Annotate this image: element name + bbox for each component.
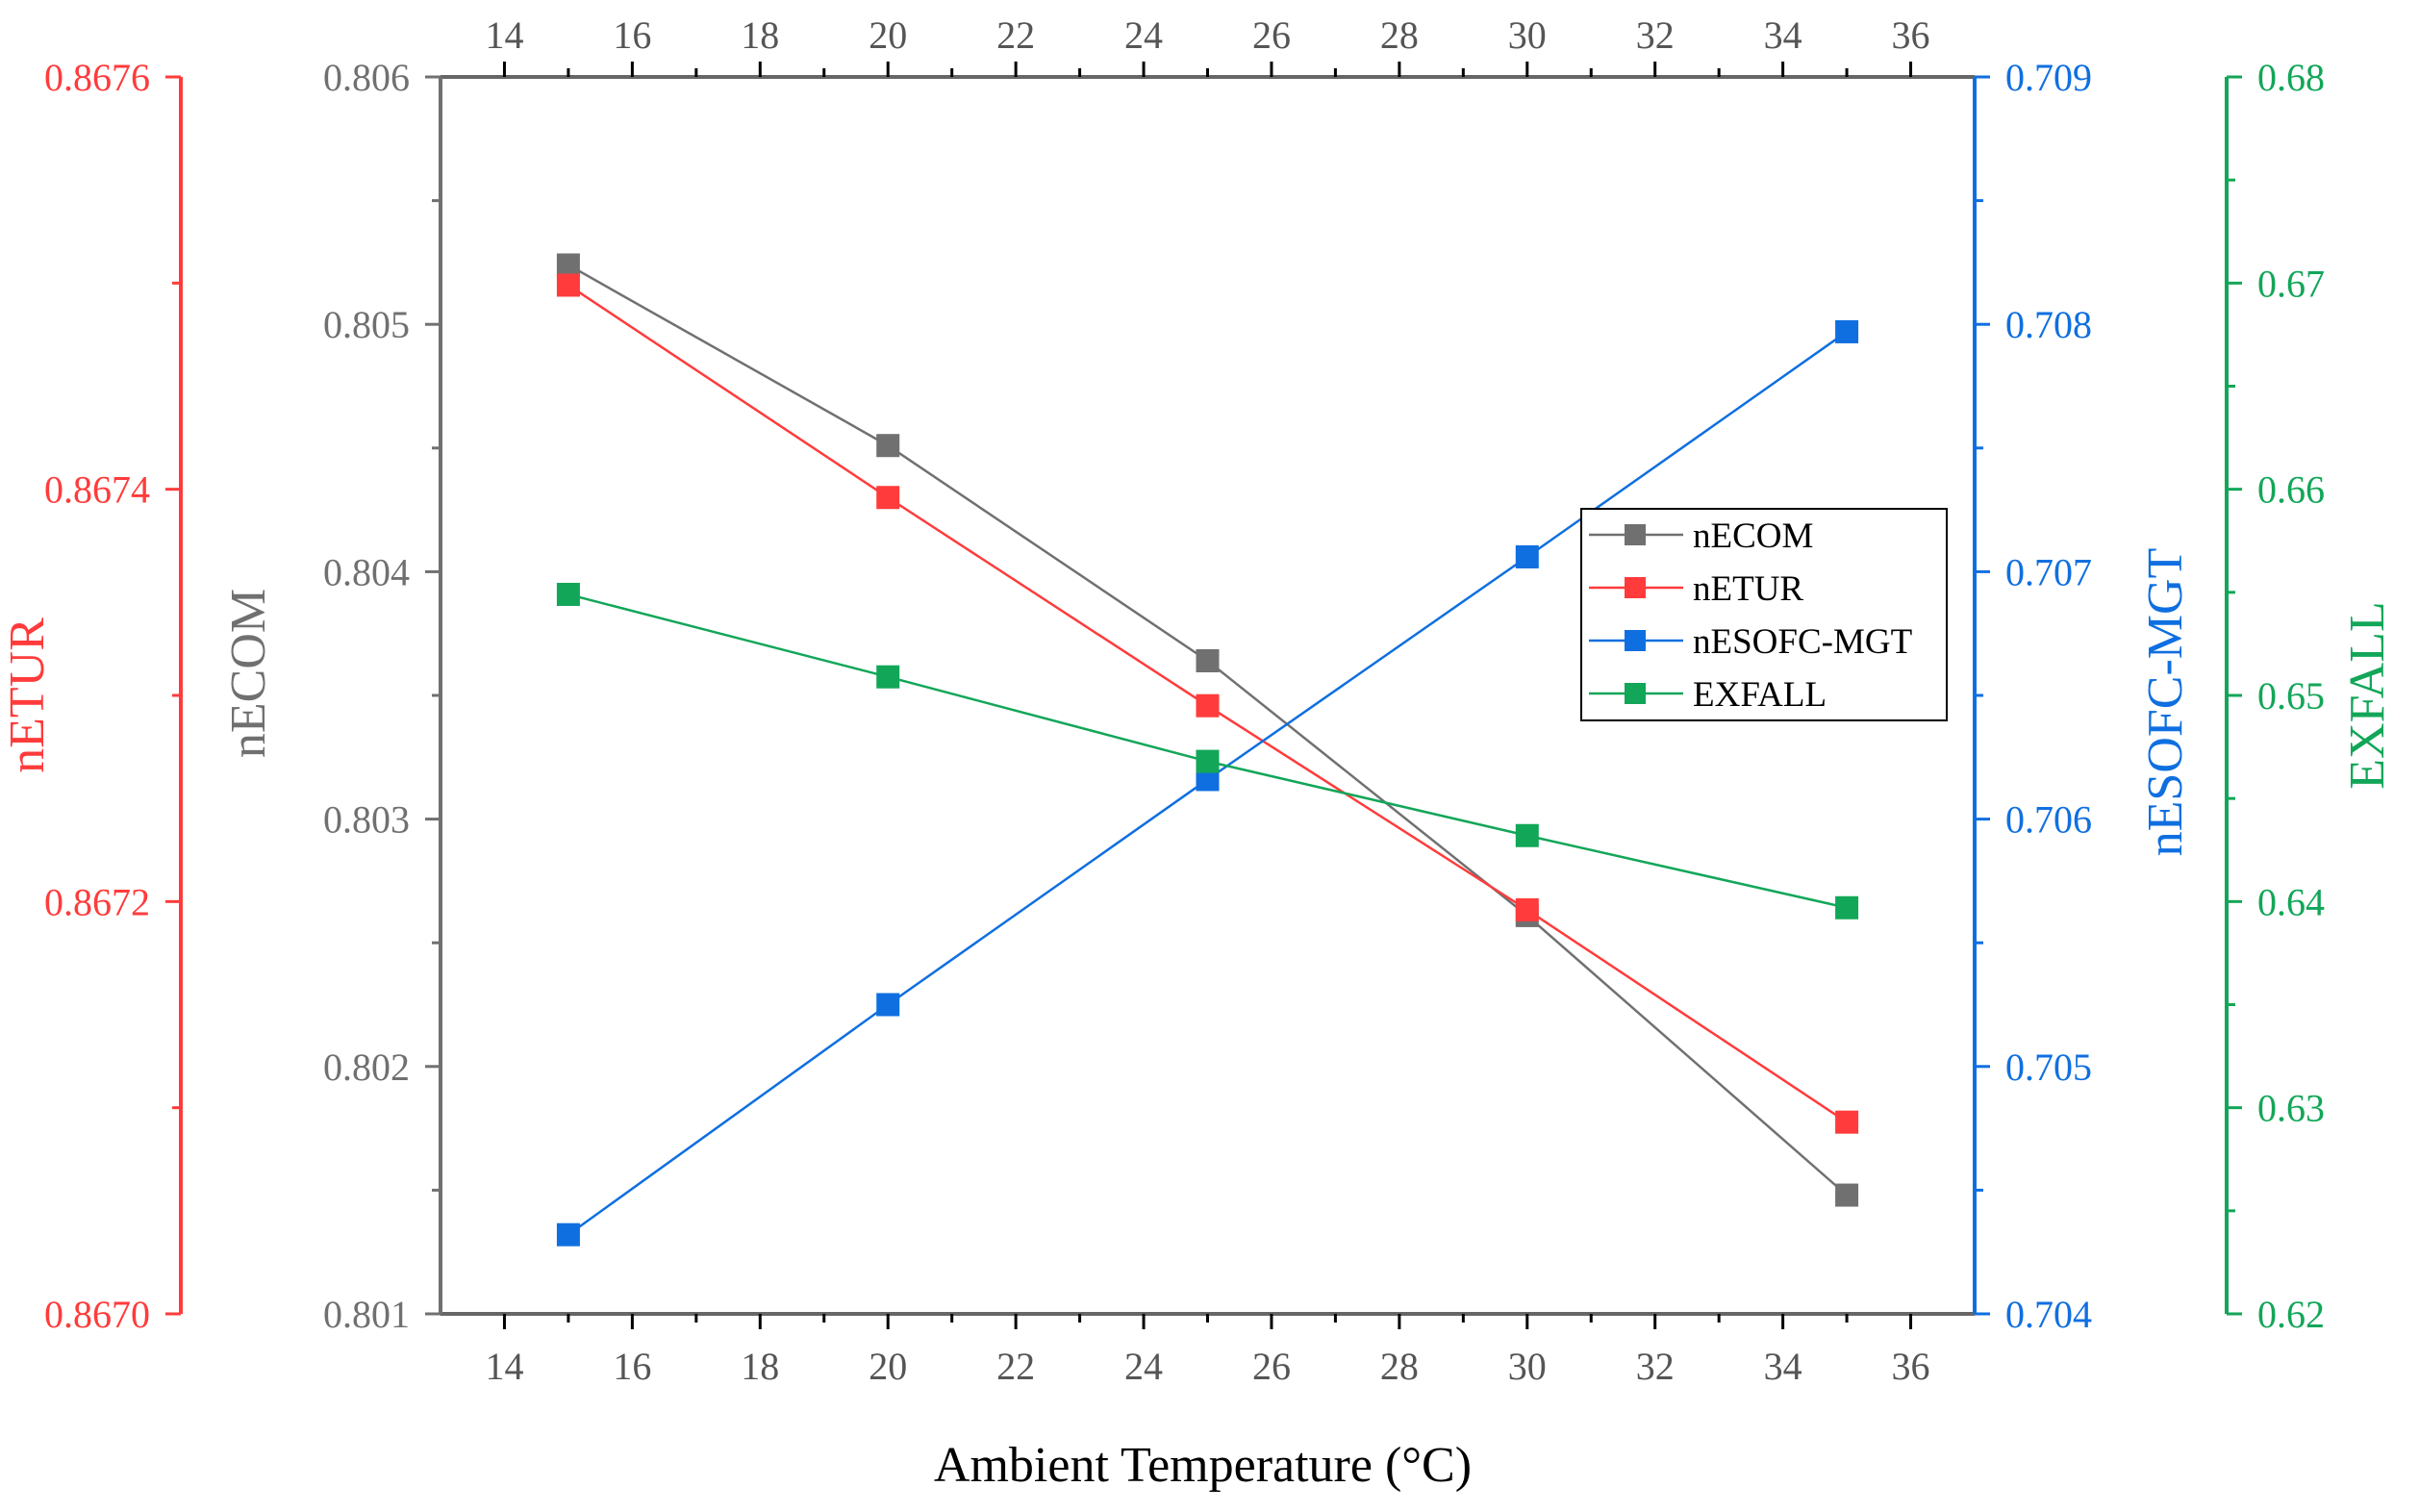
exfall-tick-label: 0.67 xyxy=(2257,262,2325,305)
x-tick-label-bottom: 14 xyxy=(485,1345,523,1388)
necom-axis-title: nECOM xyxy=(221,589,276,758)
exfall-tick-label: 0.66 xyxy=(2257,468,2325,512)
x-tick-label-top: 18 xyxy=(741,13,779,57)
exfall-tick-label: 0.65 xyxy=(2257,674,2325,718)
x-tick-label-bottom: 36 xyxy=(1892,1345,1930,1388)
exfall-tick-label: 0.64 xyxy=(2257,880,2325,923)
necom-marker xyxy=(876,434,900,458)
necom-marker xyxy=(1835,1183,1859,1207)
netur-marker xyxy=(1515,897,1539,921)
exfall-marker xyxy=(1835,895,1859,920)
legend-label-exfall: EXFALL xyxy=(1693,675,1827,715)
nesofc-mgt-tick-label: 0.707 xyxy=(2005,550,2092,593)
x-tick-label-top: 36 xyxy=(1892,13,1930,57)
x-tick-label-bottom: 32 xyxy=(1636,1345,1675,1388)
series-layer xyxy=(556,253,1859,1247)
x-tick-label-top: 30 xyxy=(1508,13,1547,57)
x-tick-label-top: 14 xyxy=(485,13,523,57)
exfall-tick-label: 0.68 xyxy=(2257,56,2325,99)
axes-layer: 14 14 16 16 18 18 20 20 22 22 24 24 26 26 28 28 30 30 32 32… xyxy=(0,13,2395,1493)
netur-tick-label: 0.8676 xyxy=(44,56,150,99)
x-tick-label-bottom: 18 xyxy=(741,1345,779,1388)
nesofc-mgt-axis-title: nESOFC-MGT xyxy=(2138,548,2193,857)
nesofc-mgt-tick-label: 0.708 xyxy=(2005,303,2092,346)
netur-tick-label: 0.8672 xyxy=(44,880,150,923)
x-tick-label-bottom: 22 xyxy=(996,1345,1035,1388)
necom-marker xyxy=(1196,648,1220,672)
x-tick-label-bottom: 20 xyxy=(869,1345,907,1388)
necom-tick-label: 0.806 xyxy=(323,56,410,99)
netur-axis-title: nETUR xyxy=(0,617,55,773)
netur-marker xyxy=(1835,1110,1859,1134)
exfall-marker xyxy=(876,665,900,689)
necom-tick-label: 0.803 xyxy=(323,798,410,842)
nesofc-mgt-marker xyxy=(1515,544,1539,568)
nesofc-mgt-tick-label: 0.705 xyxy=(2005,1046,2092,1089)
x-tick-label-bottom: 26 xyxy=(1252,1345,1291,1388)
legend-label-netur: nETUR xyxy=(1693,569,1803,609)
nesofc-mgt-tick-label: 0.706 xyxy=(2005,798,2092,842)
x-tick-label-top: 20 xyxy=(869,13,907,57)
legend-label-necom: nECOM xyxy=(1693,517,1813,556)
necom-tick-label: 0.802 xyxy=(323,1046,410,1089)
necom-tick-label: 0.801 xyxy=(323,1293,410,1336)
necom-series-line xyxy=(567,264,1848,1197)
x-tick-label-top: 22 xyxy=(996,13,1035,57)
exfall-marker xyxy=(1515,823,1539,847)
exfall-marker xyxy=(1196,749,1220,773)
necom-marker xyxy=(556,253,580,277)
exfall-axis-title: EXFALL xyxy=(2340,601,2395,789)
x-tick-label-bottom: 28 xyxy=(1380,1345,1419,1388)
x-tick-label-bottom: 24 xyxy=(1124,1345,1163,1388)
necom-tick-label: 0.804 xyxy=(323,550,410,593)
exfall-marker xyxy=(556,582,580,606)
necom-tick-label: 0.805 xyxy=(323,303,410,346)
nesofc-mgt-marker xyxy=(556,1222,580,1247)
legend-label-nesofc-mgt: nESOFC-MGT xyxy=(1693,622,1912,662)
exfall-tick-label: 0.62 xyxy=(2257,1293,2325,1336)
x-tick-label-top: 26 xyxy=(1252,13,1291,57)
exfall-tick-label: 0.63 xyxy=(2257,1087,2325,1130)
nesofc-mgt-marker xyxy=(1835,319,1859,343)
x-axis-title: Ambient Temperature (°C) xyxy=(934,1438,1472,1493)
netur-marker xyxy=(556,273,580,297)
legend-marker-netur xyxy=(1625,577,1646,598)
x-tick-label-top: 34 xyxy=(1764,13,1802,57)
legend: nECOM nETUR nESOFC-MGT EXFALL xyxy=(1580,508,1948,721)
nesofc-mgt-tick-label: 0.709 xyxy=(2005,56,2092,99)
netur-marker xyxy=(876,486,900,510)
x-tick-label-top: 16 xyxy=(613,13,651,57)
nesofc-mgt-tick-label: 0.704 xyxy=(2005,1293,2092,1336)
legend-marker-exfall xyxy=(1625,683,1646,704)
nesofc-mgt-marker xyxy=(876,993,900,1017)
legend-marker-necom xyxy=(1625,524,1646,545)
netur-tick-label: 0.8674 xyxy=(44,468,150,512)
legend-marker-nesofc-mgt xyxy=(1625,630,1646,651)
netur-tick-label: 0.8670 xyxy=(44,1293,150,1336)
netur-marker xyxy=(1196,693,1220,718)
x-tick-label-top: 24 xyxy=(1124,13,1163,57)
x-tick-label-bottom: 34 xyxy=(1764,1345,1802,1388)
x-tick-label-bottom: 16 xyxy=(613,1345,651,1388)
x-tick-label-top: 28 xyxy=(1380,13,1419,57)
x-tick-label-bottom: 30 xyxy=(1508,1345,1547,1388)
x-tick-label-top: 32 xyxy=(1636,13,1675,57)
